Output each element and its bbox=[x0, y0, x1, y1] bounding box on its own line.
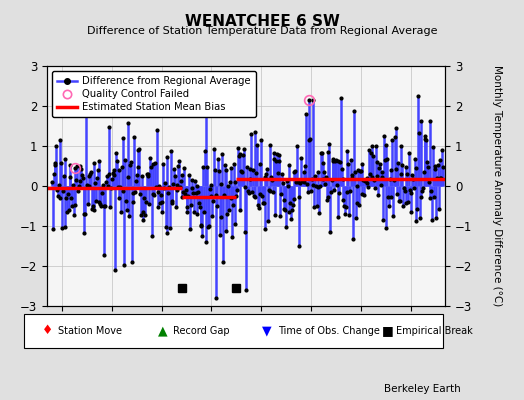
Text: ▲: ▲ bbox=[158, 324, 167, 337]
Text: Berkeley Earth: Berkeley Earth bbox=[385, 384, 461, 394]
Text: ♦: ♦ bbox=[41, 324, 53, 337]
Text: Station Move: Station Move bbox=[58, 326, 122, 336]
Text: ■: ■ bbox=[382, 324, 394, 337]
Text: Empirical Break: Empirical Break bbox=[396, 326, 472, 336]
Text: WENATCHEE 6 SW: WENATCHEE 6 SW bbox=[184, 14, 340, 29]
Text: Difference of Station Temperature Data from Regional Average: Difference of Station Temperature Data f… bbox=[87, 26, 437, 36]
Text: Record Gap: Record Gap bbox=[173, 326, 230, 336]
Text: ▼: ▼ bbox=[263, 324, 272, 337]
Text: Time of Obs. Change: Time of Obs. Change bbox=[278, 326, 379, 336]
Y-axis label: Monthly Temperature Anomaly Difference (°C): Monthly Temperature Anomaly Difference (… bbox=[492, 65, 502, 307]
Legend: Difference from Regional Average, Quality Control Failed, Estimated Station Mean: Difference from Regional Average, Qualit… bbox=[52, 71, 256, 117]
